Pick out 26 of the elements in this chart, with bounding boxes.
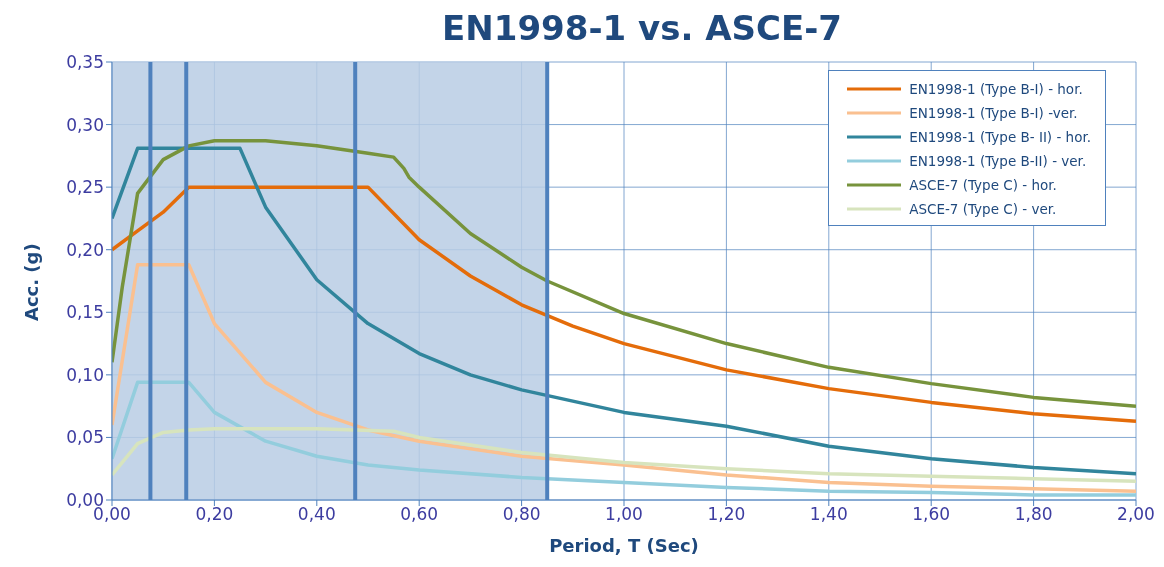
x-tick-label: 0,60: [400, 504, 439, 525]
legend-label: ASCE-7 (Type C) - ver.: [909, 201, 1057, 217]
legend-label: EN1998-1 (Type B-I) - hor.: [909, 81, 1083, 97]
legend-label: EN1998-1 (Type B-I) -ver.: [909, 105, 1078, 121]
y-tick-label: 0,25: [66, 177, 104, 198]
x-tick-label: 0,40: [297, 504, 336, 525]
x-tick-label: 1,80: [1014, 504, 1053, 525]
y-tick-label: 0,35: [66, 52, 104, 73]
y-tick-label: 0,05: [66, 427, 104, 448]
y-axis-title: Acc. (g): [21, 243, 43, 321]
x-axis-title: Period, T (Sec): [549, 535, 699, 556]
x-tick-label: 1,40: [809, 504, 848, 525]
y-tick-label: 0,30: [66, 114, 104, 135]
legend-label: ASCE-7 (Type C) - hor.: [909, 177, 1057, 193]
x-tick-label: 0,80: [502, 504, 541, 525]
y-tick-label: 0,10: [66, 364, 104, 385]
x-tick-label: 1,60: [912, 504, 951, 525]
y-tick-label: 0,15: [66, 302, 104, 323]
y-tick-label: 0,20: [66, 239, 104, 260]
chart-title: EN1998-1 vs. ASCE-7: [441, 8, 843, 50]
x-tick-label: 2,00: [1117, 504, 1155, 525]
x-tick-label: 0,20: [195, 504, 234, 525]
legend-label: EN1998-1 (Type B- II) - hor.: [909, 129, 1091, 145]
legend-label: EN1998-1 (Type B-II) - ver.: [909, 153, 1087, 169]
x-tick-label: 1,20: [707, 504, 746, 525]
x-tick-label: 1,00: [605, 504, 643, 525]
